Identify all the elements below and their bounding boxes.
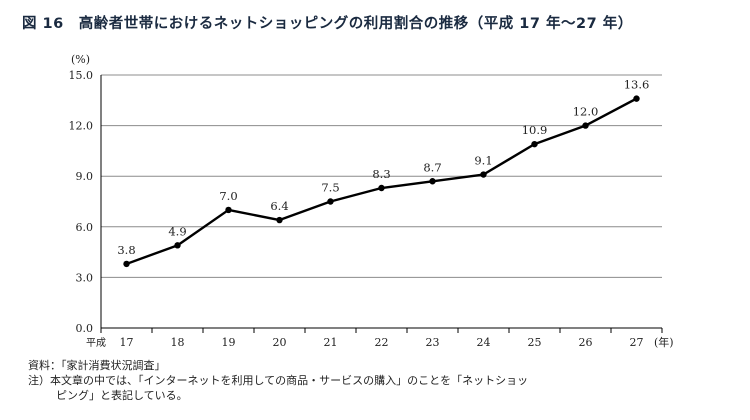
note-line-1: 注）本文章の中では、「インターネットを利用しての商品・サービスの購入」のことを「… [28, 374, 529, 387]
y-tick-label: 6.0 [76, 221, 94, 234]
data-point [480, 171, 487, 178]
y-tick-label: 3.0 [76, 271, 94, 284]
data-point [429, 178, 436, 185]
data-labels: 3.8 4.9 7.0 6.4 7.5 8.3 8.7 9.1 10.9 12.0 13.6 [117, 78, 649, 257]
data-label: 4.9 [168, 224, 186, 238]
x-tick-label: 23 [426, 336, 440, 349]
data-point [327, 198, 334, 205]
data-label: 7.0 [219, 189, 237, 203]
x-tick-label: 25 [528, 336, 542, 349]
x-tick-label: 26 [579, 336, 593, 349]
series-line-path [126, 97, 638, 266]
data-label: 12.0 [573, 105, 599, 119]
data-point [276, 216, 283, 224]
series-line [126, 97, 638, 266]
data-label: 10.9 [522, 123, 548, 137]
figure-title: 図 16 高齢者世帯におけるネットショッピングの利用割合の推移（平成 17 年～… [22, 16, 633, 32]
x-tick-label: 18 [171, 336, 185, 349]
y-tick-labels: 0.0 3.0 6.0 9.0 12.0 15.0 [69, 69, 94, 335]
x-axis-era-prefix: 平成 [86, 337, 106, 349]
line-chart: 0.0 3.0 6.0 9.0 12.0 15.0 17 18 19 20 21 22 23 24 25 2… [69, 53, 674, 349]
data-label: 9.1 [474, 154, 492, 168]
source-note: 資料：「家計消費状況調査」 [28, 359, 166, 372]
x-tick-label: 27 [630, 336, 644, 349]
y-axis-unit: (%) [71, 53, 90, 66]
x-tick-labels: 17 18 19 20 21 22 23 24 25 26 27 [120, 336, 644, 349]
data-label: 8.7 [423, 160, 441, 174]
data-label: 6.4 [270, 199, 288, 213]
data-point [123, 260, 130, 268]
data-point [174, 242, 181, 249]
data-label: 13.6 [624, 78, 650, 92]
data-point [378, 184, 385, 192]
y-tick-label: 15.0 [69, 69, 94, 82]
y-tick-label: 12.0 [69, 120, 94, 133]
data-point [582, 122, 589, 129]
y-tick-label: 0.0 [76, 322, 94, 335]
grid-lines [101, 74, 662, 278]
data-label: 8.3 [372, 167, 390, 181]
x-tick-label: 17 [120, 336, 134, 349]
footnotes: 資料：「家計消費状況調査」 注）本文章の中では、「インターネットを利用しての商品… [28, 358, 528, 403]
y-tick-label: 9.0 [76, 170, 94, 183]
axes [100, 75, 663, 333]
x-tick-label: 21 [324, 336, 338, 349]
data-label: 3.8 [117, 243, 135, 257]
data-point [225, 206, 232, 214]
data-point [531, 140, 538, 148]
x-axis-unit: (年) [654, 335, 674, 349]
data-label: 7.5 [321, 181, 339, 195]
data-point [633, 95, 640, 102]
x-tick-label: 22 [375, 336, 389, 349]
x-tick-label: 20 [273, 336, 287, 349]
note-line-2: ピング」と表記している。 [56, 389, 188, 402]
x-tick-label: 19 [222, 336, 236, 349]
x-tick-label: 24 [477, 336, 491, 349]
data-points [123, 95, 640, 268]
